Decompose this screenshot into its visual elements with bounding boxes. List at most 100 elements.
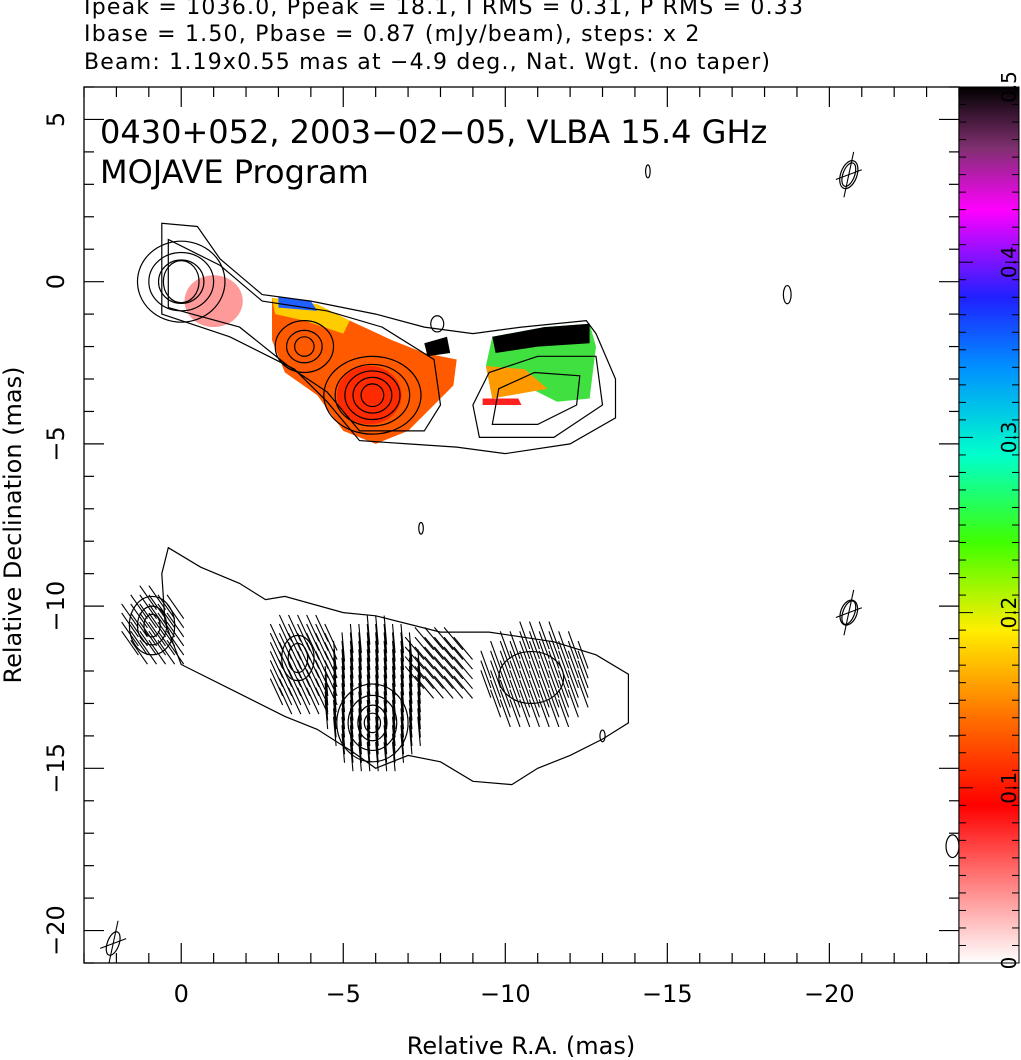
evpa-vector — [269, 623, 284, 651]
evpa-vector — [306, 623, 320, 651]
evpa-vector — [400, 691, 405, 721]
evpa-vector — [366, 615, 371, 645]
evpa-vector — [414, 636, 435, 660]
colorbar-tick-label: 0.1 — [997, 772, 1021, 804]
evpa-vector — [341, 699, 346, 730]
contour-core-0 — [136, 240, 226, 323]
header-line-2: Ibase = 1.50, Pbase = 0.87 (mJy/beam), s… — [84, 22, 701, 47]
evpa-vector — [375, 716, 379, 746]
evpa-vector — [443, 665, 464, 690]
evpa-vector — [366, 742, 371, 772]
x-tick-label: −15 — [642, 980, 693, 1008]
evpa-vector — [383, 716, 388, 746]
evpa-vector — [324, 666, 329, 696]
contour-knot-1 — [285, 329, 323, 364]
evpa-vector — [269, 678, 284, 706]
contour-blip-5 — [839, 160, 859, 190]
evpa-vector — [538, 631, 550, 659]
x-tick-label: −5 — [326, 980, 361, 1008]
evpa-vector — [333, 683, 337, 713]
evpa-vector — [383, 649, 388, 679]
evpa-vector — [349, 716, 354, 746]
evpa-vector — [538, 621, 550, 650]
evpa-vector — [400, 657, 405, 687]
evpa-vector — [424, 656, 444, 680]
evpa-vector — [358, 683, 362, 713]
evpa-vector — [306, 687, 320, 715]
evpa-vector — [148, 612, 167, 638]
x-axis-label: Relative R.A. (mas) — [407, 1032, 635, 1060]
evpa-vector — [366, 683, 371, 713]
header-line-1: Ipeak = 1036.0, Ppeak = 18.1, I RMS = 0.… — [84, 0, 805, 20]
evpa-vector — [287, 651, 302, 678]
chart-title-line-2: MOJAVE Program — [100, 153, 369, 191]
evpa-vector — [577, 650, 589, 679]
evpa-vector — [375, 683, 379, 713]
contour-blip-4 — [418, 521, 424, 535]
evpa-vector — [490, 650, 502, 679]
evpa-vector — [383, 691, 388, 721]
evpa-vector — [341, 683, 346, 713]
evpa-vector — [404, 656, 425, 680]
contour-peak-1 — [334, 363, 411, 427]
evpa-vector — [519, 650, 531, 679]
evpa-vector — [333, 649, 337, 679]
evpa-vector — [130, 612, 148, 638]
evpa-vector — [358, 708, 362, 738]
evpa-vector — [408, 708, 413, 738]
evpa-vector — [548, 670, 560, 698]
evpa-vector — [414, 627, 435, 651]
evpa-vector — [480, 660, 492, 689]
contour-upper-outer — [161, 222, 617, 455]
evpa-vector — [408, 716, 413, 746]
evpa-vector — [528, 640, 540, 669]
evpa-vector — [366, 725, 371, 755]
evpa-vector — [297, 678, 311, 706]
evpa-vector — [297, 641, 311, 669]
fpol-patch-peak — [336, 366, 402, 425]
evpa-vector — [509, 631, 521, 659]
evpa-vector — [391, 657, 396, 687]
evpa-vector — [400, 666, 405, 696]
evpa-vector — [306, 614, 320, 642]
evpa-vector — [391, 699, 396, 730]
fpol-patch-outer-orange — [485, 366, 548, 399]
evpa-group-mid — [404, 627, 473, 699]
evpa-vector — [366, 666, 371, 696]
evpa-vector — [453, 665, 473, 690]
evpa-vector — [499, 699, 511, 728]
evpa-vector — [558, 650, 570, 679]
evpa-vector — [400, 640, 405, 671]
evpa-vector — [130, 594, 148, 620]
evpa-vector — [287, 614, 302, 642]
evpa-vector — [443, 646, 464, 670]
evpa-vector — [349, 725, 354, 755]
evpa-vector — [567, 679, 579, 708]
contour-upper-outer-blob-2 — [491, 371, 581, 425]
evpa-vector — [166, 639, 185, 665]
evpa-vector — [383, 742, 388, 772]
evpa-vector — [349, 691, 354, 721]
evpa-vector — [383, 657, 388, 687]
evpa-vector — [519, 631, 531, 659]
evpa-vector — [577, 640, 589, 669]
evpa-vector — [166, 603, 185, 629]
evpa-vector — [400, 649, 405, 679]
evpa-vector — [324, 683, 329, 713]
evpa-vector — [538, 679, 550, 708]
evpa-vector — [417, 683, 421, 713]
evpa-vector — [391, 623, 396, 654]
evpa-vector — [509, 670, 521, 698]
evpa-vector — [538, 660, 550, 689]
evpa-vector — [528, 660, 540, 689]
evpa-vector — [499, 640, 511, 669]
evpa-vector — [121, 603, 139, 629]
evpa-vector — [148, 621, 167, 647]
evpa-vector — [358, 716, 362, 746]
evpa-vector — [538, 699, 550, 728]
evpa-group-outer — [480, 621, 589, 728]
evpa-vector — [509, 640, 521, 669]
evpa-vector — [366, 699, 371, 730]
evpa-vector — [558, 699, 570, 728]
evpa-vector — [297, 614, 311, 642]
